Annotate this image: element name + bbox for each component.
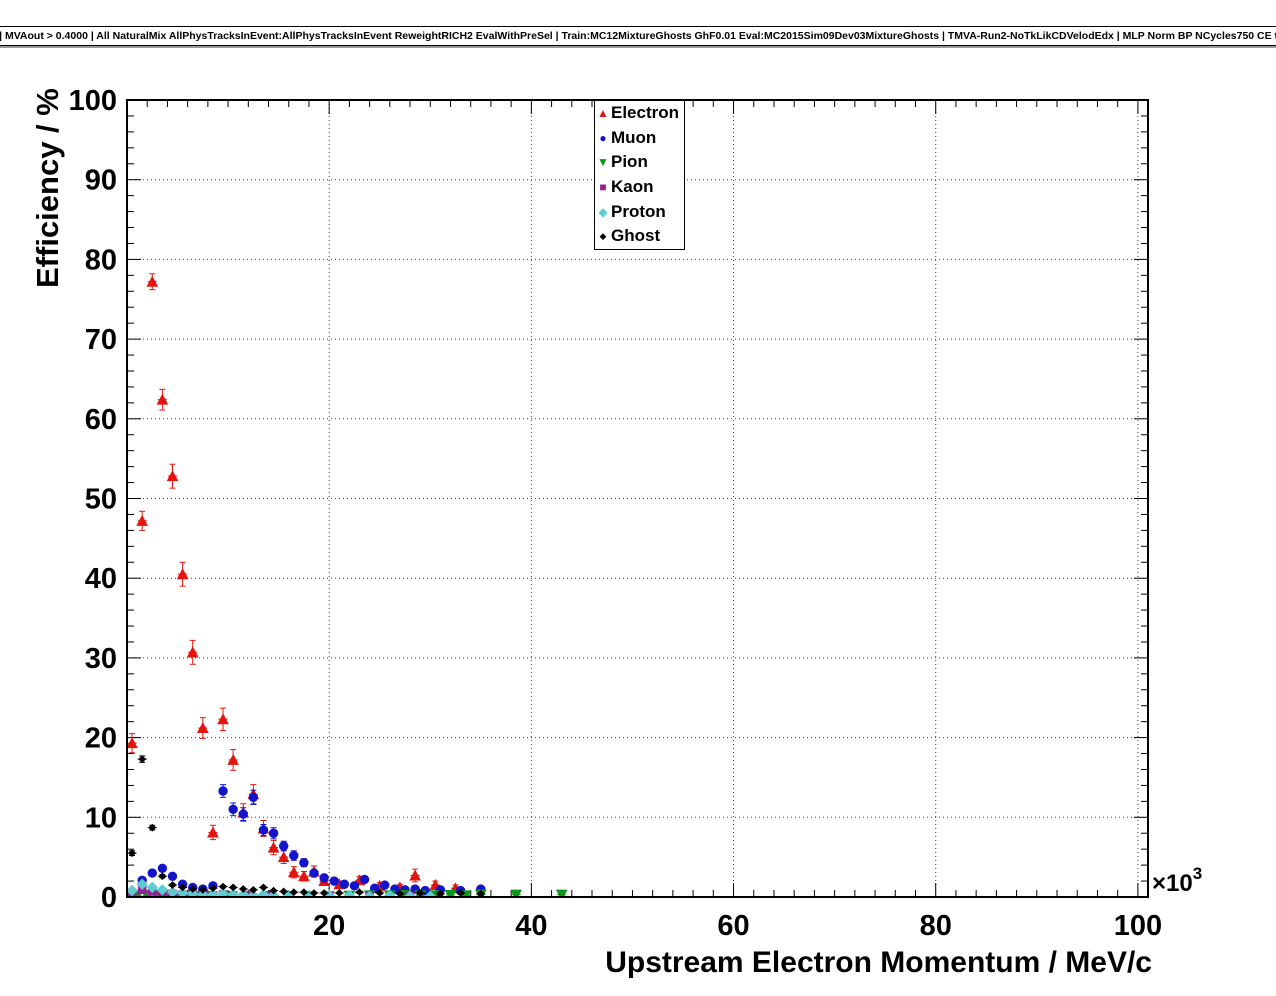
pion-marker-icon: ▼ [597,155,609,170]
legend: ▲ Electron ● Muon ▼ Pion ■ Kaon ◆ Proton… [594,100,685,250]
axis-ticks [127,99,1148,898]
svg-text:60: 60 [85,404,117,436]
proton-marker-icon: ◆ [598,204,608,219]
x-axis-title: Upstream Electron Momentum / MeV/c [605,946,1152,979]
svg-text:30: 30 [85,643,117,675]
legend-label-muon: Muon [611,127,657,147]
tick-labels: 20 40 60 80 100 0 10 20 30 40 50 60 70 80 90 100 ×103 [69,85,1203,942]
series-electron [127,273,462,894]
svg-text:100: 100 [1114,910,1162,942]
svg-text:90: 90 [85,165,117,197]
svg-text:60: 60 [717,910,749,942]
legend-label-pion: Pion [611,152,648,172]
svg-text:10: 10 [85,802,117,834]
svg-text:20: 20 [313,910,345,942]
kaon-marker-icon: ■ [599,180,607,195]
legend-item-proton: ◆ Proton [595,199,684,224]
legend-item-ghost: ◆ Ghost [595,224,684,249]
legend-item-electron: ▲ Electron [595,101,684,126]
legend-label-electron: Electron [611,103,680,123]
y-axis-title: Efficiency / % [30,88,65,288]
svg-text:20: 20 [85,723,117,755]
plot-title: Upstream Electron ID Eff. V TrackP | MVA… [0,26,1276,46]
electron-marker-icon: ▲ [597,106,609,121]
legend-item-kaon: ■ Kaon [595,175,684,200]
ghost-marker-icon: ◆ [599,230,607,241]
legend-label-proton: Proton [611,201,666,221]
legend-item-muon: ● Muon [595,126,684,151]
svg-text:80: 80 [85,244,117,276]
svg-text:0: 0 [101,882,117,914]
muon-marker-icon: ● [599,130,607,145]
svg-text:50: 50 [85,484,117,516]
series-ghost [127,755,486,897]
series-proton [127,878,436,897]
x-axis-multiplier: ×103 [1152,864,1202,897]
svg-text:80: 80 [920,910,952,942]
legend-label-ghost: Ghost [611,226,661,246]
svg-text:40: 40 [515,910,547,942]
legend-label-kaon: Kaon [611,177,654,197]
gridlines [127,99,1148,897]
svg-text:100: 100 [69,85,117,117]
svg-text:40: 40 [85,563,117,595]
legend-item-pion: ▼ Pion [595,150,684,175]
svg-text:70: 70 [85,324,117,356]
